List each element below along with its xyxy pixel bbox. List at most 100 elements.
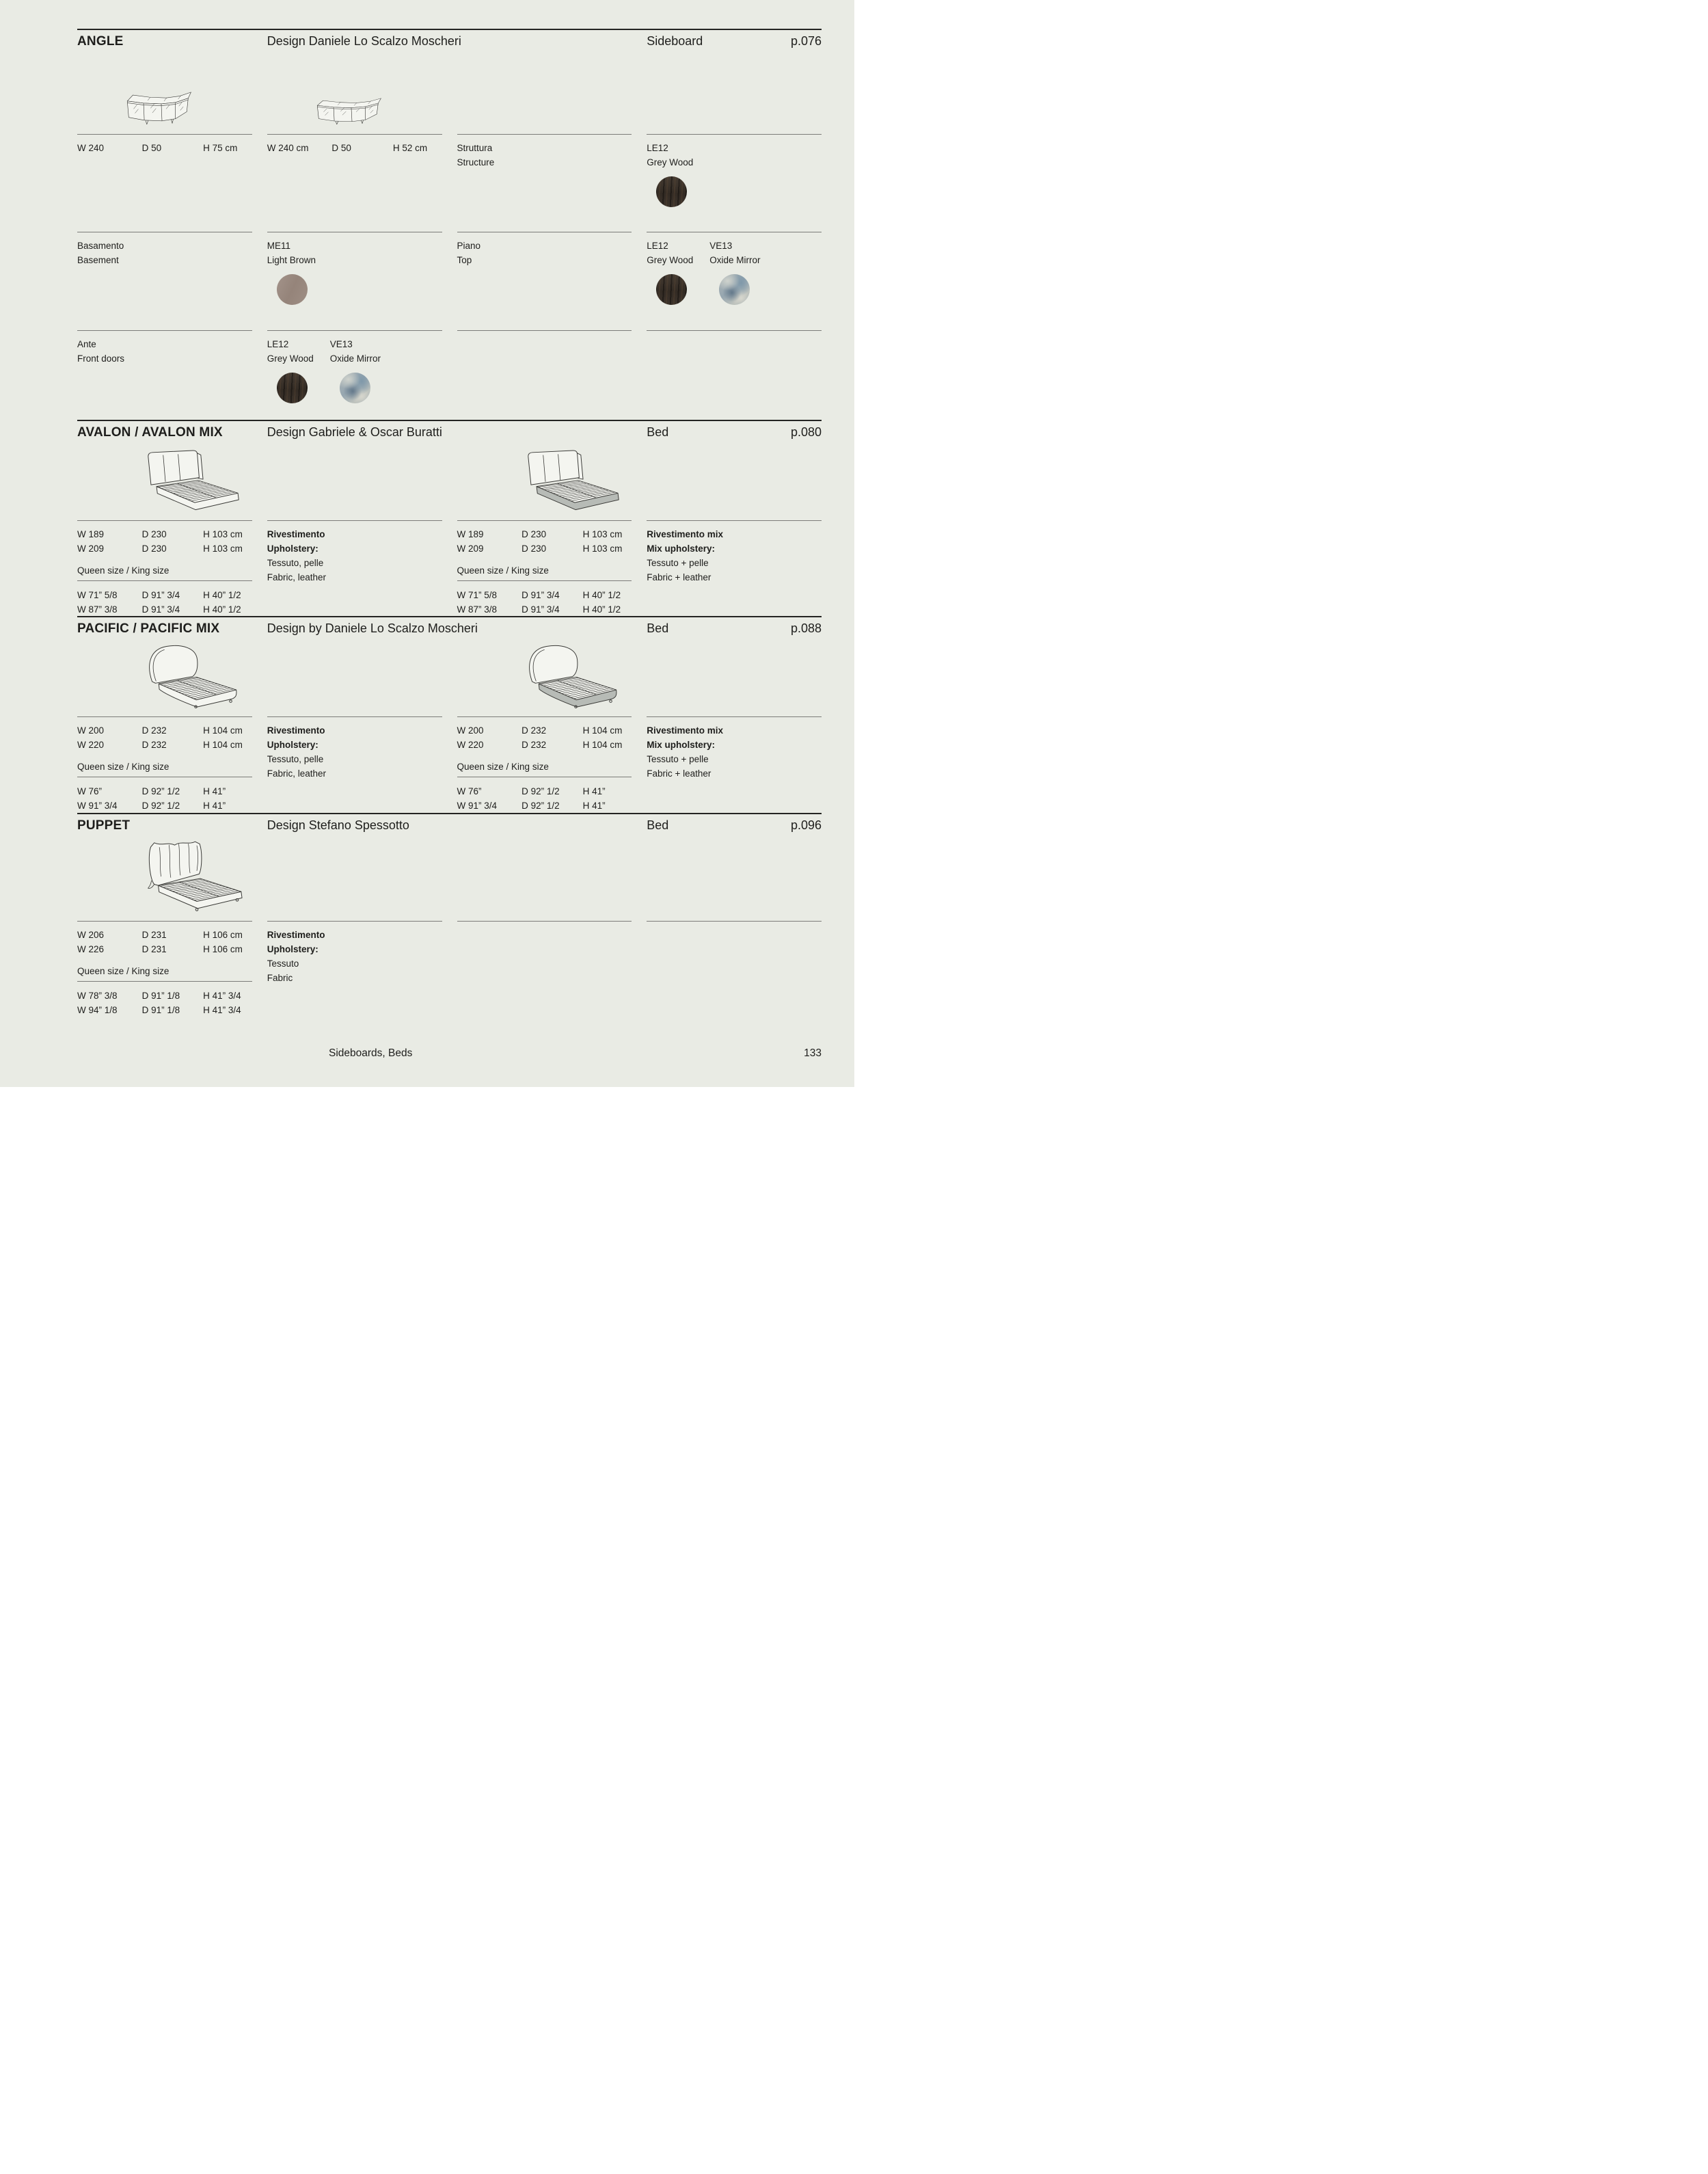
finish-name: Oxide Mirror xyxy=(329,353,381,364)
section-meta: Bed p.096 xyxy=(647,818,822,833)
dim-row: W 240 D 50 H 75 cm xyxy=(77,141,252,155)
finish-code: LE12 xyxy=(267,339,289,349)
section-meta: Bed p.080 xyxy=(647,425,822,440)
page-ref: p.096 xyxy=(790,818,822,832)
avalon-mix-dims-inch: W 71” 5/8 D 91” 3/4 H 40” 1/2 W 87” 3/8 D 9… xyxy=(457,580,632,617)
angle-spec-row-2: Basamento Basement ME11 Light Brown Pian… xyxy=(77,232,822,330)
puppet-spec-row: W 206 D 231 H 106 cm W 226 D 231 H 106 cm Qu… xyxy=(77,921,822,1018)
finish-code: LE12 xyxy=(647,143,668,153)
angle-image-strip xyxy=(77,49,822,134)
footer-section-title: Sideboards, Beds xyxy=(329,1047,413,1059)
part-label-en: Front doors xyxy=(77,353,125,364)
part-label-it: Ante xyxy=(77,339,96,349)
pacific-bed-drawing xyxy=(142,643,258,708)
avalon-mix-upholstery: Rivestimento mix Mix upholstery: Tessuto… xyxy=(647,520,822,617)
avalon-image-strip xyxy=(77,440,822,520)
dim-w: W 240 xyxy=(77,143,105,153)
category-label: Bed xyxy=(647,621,669,635)
pacific-spec-row: W 200 D 232 H 104 cm W 220 D 232 H 104 cm Qu… xyxy=(77,716,822,813)
part-label-top: Piano Top xyxy=(457,232,632,330)
pacific-dims: W 200 D 232 H 104 cm W 220 D 232 H 104 cm Qu… xyxy=(77,716,252,813)
finish-le12: LE12 Grey Wood xyxy=(267,337,330,403)
finish-name: Grey Wood xyxy=(267,353,314,364)
pacific-bed-image xyxy=(77,643,442,708)
top-finishes: LE12 Grey Wood VE13 Oxide Mirror xyxy=(647,232,822,330)
sideboard-tall-drawing xyxy=(122,85,221,124)
size-label: Queen size / King size xyxy=(77,762,170,772)
catalog-page: ANGLE Design Daniele Lo Scalzo Moscheri … xyxy=(0,0,854,1087)
part-label-it: Basamento xyxy=(77,241,124,251)
avalon-bed-drawing xyxy=(142,450,258,512)
section-meta: Sideboard p.076 xyxy=(647,34,822,49)
section-pacific: PACIFIC / PACIFIC MIX Design by Daniele … xyxy=(77,616,822,813)
structure-finishes: LE12 Grey Wood xyxy=(647,134,822,232)
avalon-mix-bed-image xyxy=(457,450,822,512)
pacific-mix-bed-drawing xyxy=(522,643,638,708)
designer-credit: Design by Daniele Lo Scalzo Moscheri xyxy=(267,621,478,635)
dim-d: D 50 xyxy=(331,143,351,153)
dim-w: W 240 cm xyxy=(267,143,309,153)
size-label: Queen size / King size xyxy=(77,565,170,576)
product-name: AVALON / AVALON MIX xyxy=(77,425,223,440)
puppet-dims-inch: W 78” 3/8 D 91” 1/8 H 41” 3/4 W 94” 1/8 D 9… xyxy=(77,981,252,1017)
designer-credit: Design Stefano Spessotto xyxy=(267,818,409,832)
part-label-it: Piano xyxy=(457,241,481,251)
puppet-image-strip xyxy=(77,833,822,921)
finish-name: Grey Wood xyxy=(647,255,694,265)
avalon-dims-inch: W 71” 5/8 D 91” 3/4 H 40” 1/2 W 87” 3/8 D 9… xyxy=(77,580,252,617)
part-label-en: Structure xyxy=(457,157,495,167)
product-name: ANGLE xyxy=(77,34,124,49)
angle-variant2-image xyxy=(267,92,442,124)
avalon-mix-bed-drawing xyxy=(522,450,638,512)
angle-spec-row-3: Ante Front doors LE12 Grey Wood xyxy=(77,330,822,414)
page-ref: p.076 xyxy=(790,34,822,48)
pacific-mix-bed-image xyxy=(457,643,822,708)
sideboard-low-drawing xyxy=(312,92,411,124)
angle-variant1-dims: W 240 D 50 H 75 cm xyxy=(77,134,252,232)
product-name: PUPPET xyxy=(77,818,131,833)
empty-cell xyxy=(457,921,632,1018)
finish-name: Oxide Mirror xyxy=(709,255,761,265)
dim-h: H 75 cm xyxy=(203,143,238,153)
finish-le12: LE12 Grey Wood xyxy=(647,239,709,305)
puppet-bed-image xyxy=(77,839,442,913)
section-angle: ANGLE Design Daniele Lo Scalzo Moscheri … xyxy=(77,29,822,414)
finish-le12: LE12 Grey Wood xyxy=(647,141,822,207)
size-label: Queen size / King size xyxy=(457,762,549,772)
dim-d: D 50 xyxy=(141,143,162,153)
grey-wood-swatch xyxy=(656,176,688,207)
section-header-angle: ANGLE Design Daniele Lo Scalzo Moscheri … xyxy=(77,29,822,49)
part-label-basement: Basamento Basement xyxy=(77,232,252,330)
finish-name: Light Brown xyxy=(267,255,316,265)
designer-credit: Design Daniele Lo Scalzo Moscheri xyxy=(267,34,461,48)
footer-page-number: 133 xyxy=(804,1047,822,1059)
pacific-dims-inch: W 76” D 92” 1/2 H 41” W 91” 3/4 D 92” 1/2 H … xyxy=(77,777,252,813)
product-name: PACIFIC / PACIFIC MIX xyxy=(77,621,220,636)
angle-spec-row-1: W 240 D 50 H 75 cm W 240 cm D 50 H 52 cm xyxy=(77,134,822,232)
size-label: Queen size / King size xyxy=(77,966,170,976)
pacific-mix-upholstery: Rivestimento mix Mix upholstery: Tessuto… xyxy=(647,716,822,813)
section-header-avalon: AVALON / AVALON MIX Design Gabriele & Os… xyxy=(77,420,822,440)
finish-code: VE13 xyxy=(709,241,733,251)
angle-variant2-dims: W 240 cm D 50 H 52 cm xyxy=(267,134,442,232)
dim-h: H 52 cm xyxy=(392,143,428,153)
page-content: ANGLE Design Daniele Lo Scalzo Moscheri … xyxy=(77,29,822,1018)
puppet-dims: W 206 D 231 H 106 cm W 226 D 231 H 106 cm Qu… xyxy=(77,921,252,1018)
page-ref: p.080 xyxy=(790,425,822,439)
avalon-mix-dims: W 189 D 230 H 103 cm W 209 D 230 H 103 cm Qu… xyxy=(457,520,632,617)
section-avalon: AVALON / AVALON MIX Design Gabriele & Os… xyxy=(77,420,822,616)
avalon-spec-row: W 189 D 230 H 103 cm W 209 D 230 H 103 cm Qu… xyxy=(77,520,822,616)
part-label-front-doors: Ante Front doors xyxy=(77,330,252,414)
section-meta: Bed p.088 xyxy=(647,621,822,636)
grey-wood-swatch xyxy=(656,274,688,305)
front-doors-finishes: LE12 Grey Wood VE13 Oxide Mirror xyxy=(267,330,442,414)
section-header-pacific: PACIFIC / PACIFIC MIX Design by Daniele … xyxy=(77,616,822,636)
puppet-upholstery: Rivestimento Upholstery: Tessuto Fabric xyxy=(267,921,442,1018)
light-brown-swatch xyxy=(276,274,308,305)
section-puppet: PUPPET Design Stefano Spessotto Bed p.09… xyxy=(77,813,822,1018)
dim-row: W 240 cm D 50 H 52 cm xyxy=(267,141,442,155)
pacific-mix-dims-inch: W 76” D 92” 1/2 H 41” W 91” 3/4 D 92” 1/2 H … xyxy=(457,777,632,813)
finish-me11: ME11 Light Brown xyxy=(267,239,442,305)
finish-code: VE13 xyxy=(329,339,353,349)
pacific-upholstery: Rivestimento Upholstery: Tessuto, pelle … xyxy=(267,716,442,813)
